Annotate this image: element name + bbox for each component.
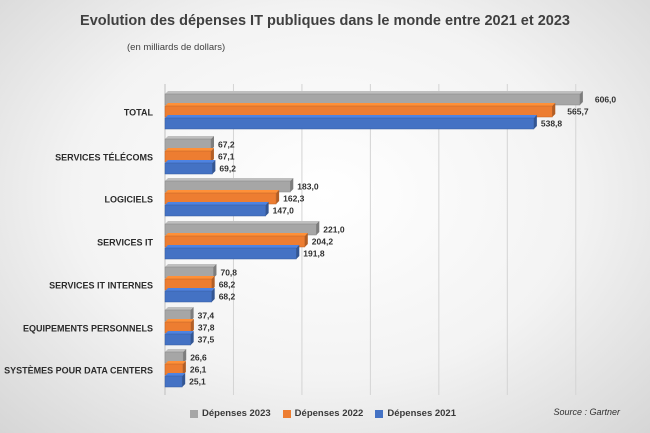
bar-side-face (304, 233, 308, 247)
bar-top-face (165, 307, 194, 310)
value-label: 606,0 (595, 95, 617, 105)
value-label: 26,1 (190, 365, 207, 375)
bar-top-face (165, 178, 294, 181)
bar (164, 375, 183, 388)
bar-top-face (165, 103, 556, 106)
bar-top-face (165, 136, 215, 139)
value-label: 70,8 (220, 268, 237, 278)
category-label: SERVICES IT INTERNES (49, 281, 153, 291)
bar (164, 204, 266, 217)
legend-item: Dépenses 2021 (375, 408, 456, 419)
bar-top-face (165, 115, 537, 118)
value-label: 204,2 (312, 237, 334, 247)
chart-title: Evolution des dépenses IT publiques dans… (80, 13, 570, 29)
value-label: 26,6 (190, 353, 207, 363)
value-label: 67,2 (218, 140, 235, 150)
category-label: EQUIPEMENTS PERSONNELS (23, 324, 153, 334)
bar-top-face (165, 373, 186, 376)
bar-side-face (290, 178, 294, 192)
value-label: 68,2 (219, 292, 236, 302)
bar-side-face (210, 148, 214, 162)
bar-side-face (190, 307, 194, 321)
bar-top-face (165, 276, 215, 279)
value-label: 37,8 (198, 323, 215, 333)
bar-top-face (165, 361, 186, 364)
bar-side-face (296, 245, 300, 259)
bar-side-face (211, 136, 215, 150)
bar-top-face (165, 233, 308, 236)
bar-top-face (165, 221, 320, 224)
bar-side-face (183, 349, 187, 363)
bar-top-face (165, 264, 217, 267)
legend-label: Dépenses 2021 (387, 408, 457, 419)
bar-top-face (165, 319, 194, 322)
bar-side-face (211, 276, 215, 290)
bar-top-face (165, 190, 280, 193)
value-label: 538,8 (541, 119, 563, 129)
bar-side-face (552, 103, 556, 117)
bar-top-face (165, 288, 215, 291)
bar-side-face (190, 319, 194, 333)
legend-item: Dépenses 2023 (190, 408, 271, 419)
bar-top-face (165, 91, 583, 94)
legend-label: Dépenses 2022 (294, 408, 364, 419)
legend-swatch (190, 409, 198, 418)
category-label: LOGICIELS (104, 195, 153, 205)
category-label: SERVICES IT (97, 238, 153, 248)
category-label: SYSTÈMES POUR DATA CENTERS (4, 366, 153, 376)
bar-top-face (165, 160, 216, 163)
category-label: SERVICES TÉLÉCOMS (55, 153, 153, 163)
legend-item: Dépenses 2022 (282, 408, 364, 419)
bar-side-face (182, 373, 186, 387)
bar (164, 117, 535, 130)
bar-side-face (211, 288, 215, 302)
chart-subtitle: (en milliards de dollars) (127, 42, 226, 53)
value-label: 565,7 (567, 107, 589, 117)
bar-side-face (265, 202, 269, 216)
value-label: 68,2 (219, 280, 236, 290)
bar-side-face (276, 190, 280, 204)
value-label: 191,8 (303, 249, 325, 259)
bar-side-face (579, 91, 583, 105)
legend-swatch (375, 409, 384, 418)
value-label: 37,4 (198, 311, 215, 321)
value-label: 147,0 (273, 206, 295, 216)
bar-top-face (165, 349, 187, 352)
legend: Dépenses 2023 Dépenses 2022 Dépenses 2021 (190, 408, 456, 419)
bar-side-face (182, 361, 186, 375)
bar-top-face (165, 202, 269, 205)
legend-swatch (282, 409, 291, 418)
bar (164, 290, 212, 303)
legend-label: Dépenses 2023 (202, 408, 271, 419)
bar (164, 333, 191, 346)
bar-top-face (165, 148, 214, 151)
bar (164, 162, 213, 175)
bar-top-face (165, 245, 300, 248)
category-label: TOTAL (124, 108, 154, 118)
source-note: Source : Gartner (553, 407, 620, 417)
bar-top-face (165, 331, 194, 334)
bar-side-face (190, 331, 194, 345)
bar-side-face (213, 264, 217, 278)
bar (164, 247, 297, 260)
value-label: 25,1 (189, 377, 206, 387)
bar-side-face (533, 115, 537, 129)
bar-side-face (316, 221, 320, 235)
value-label: 69,2 (219, 164, 236, 174)
value-label: 67,1 (218, 152, 235, 162)
value-label: 37,5 (198, 335, 215, 345)
value-label: 183,0 (297, 182, 319, 192)
bar-side-face (212, 160, 216, 174)
value-label: 221,0 (323, 225, 345, 235)
value-label: 162,3 (283, 194, 305, 204)
